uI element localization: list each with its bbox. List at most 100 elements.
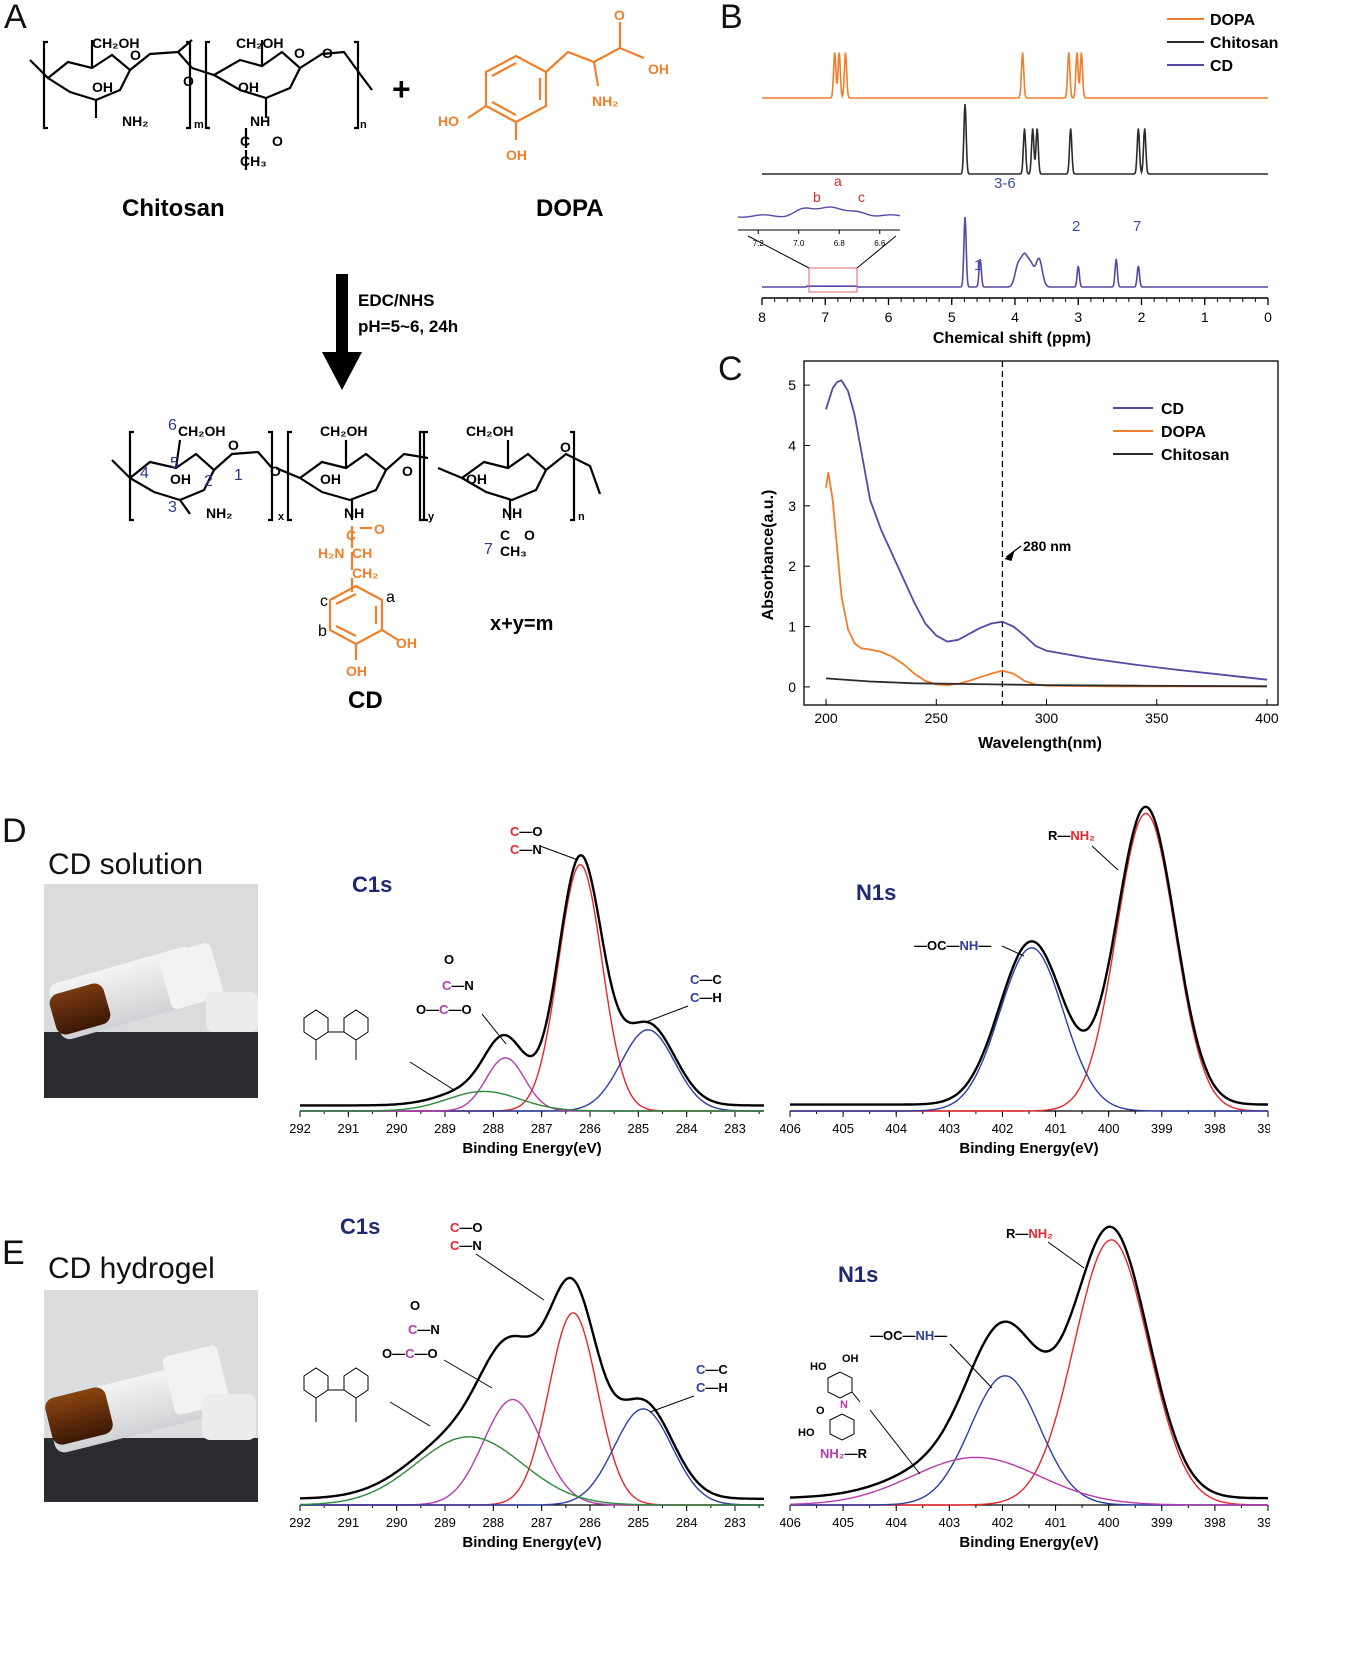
nmr-peak-label: 3-6 xyxy=(994,175,1016,192)
position-2: 2 xyxy=(204,473,213,490)
xps-tick-label: 289 xyxy=(434,1121,456,1136)
xps-tick-label: 400 xyxy=(1098,1121,1120,1136)
uv-annotation-arrow xyxy=(1006,545,1022,558)
condition-1: EDC/NHS xyxy=(358,291,435,310)
xps-tick-label: 400 xyxy=(1098,1515,1120,1530)
nmr-inset-tick-label: 7.2 xyxy=(753,239,765,248)
cd-solution-photo xyxy=(44,884,258,1098)
xps-tick-label: 399 xyxy=(1151,1121,1173,1136)
label-amide-o: O xyxy=(410,1298,420,1313)
cd-co-o-label: O xyxy=(374,521,385,537)
xps-tick-label: 397 xyxy=(1257,1121,1270,1136)
xps-x-axis-label: Binding Energy(eV) xyxy=(959,1140,1098,1157)
position-7: 7 xyxy=(484,541,493,558)
xps-component-0 xyxy=(300,863,764,1112)
nmr-x-axis-label: Chemical shift (ppm) xyxy=(933,330,1091,347)
xps-pointer xyxy=(481,1013,507,1045)
cd-ch2oh-label: CH₂OH xyxy=(178,423,225,439)
xps-component-2 xyxy=(300,1408,764,1506)
xps-e-c1s: 292 291 290 289 288 287 286 285 284 283 Binding En… xyxy=(290,1214,764,1551)
xps-component-2 xyxy=(790,1456,1268,1506)
nmr-tick-label: 5 xyxy=(948,309,956,325)
xps-pointer xyxy=(1091,845,1119,871)
label-n: N xyxy=(840,1399,848,1411)
label-o: O xyxy=(816,1405,825,1417)
xps-pointer xyxy=(539,845,579,861)
xps-envelope xyxy=(299,1276,764,1500)
cd-sub-x: x xyxy=(278,511,285,523)
ring-label-c: c xyxy=(320,593,328,610)
label-oh: OH xyxy=(842,1353,859,1365)
xps-pointer xyxy=(649,1395,695,1413)
position-4: 4 xyxy=(140,465,149,482)
xps-tick-label: 290 xyxy=(386,1121,408,1136)
panel-a-label: A xyxy=(4,0,27,36)
uv-series-cd xyxy=(825,379,1268,681)
uv-frame: 200 250 300 350 400 0 1 2 3 4 5 xyxy=(788,360,1279,726)
o-label: O xyxy=(130,47,141,63)
cd-sub-n: n xyxy=(578,511,585,523)
nmr-peak-label: 1 xyxy=(974,257,982,274)
nmr-inset-tick-label: 7.0 xyxy=(793,239,805,248)
xps-pointer xyxy=(1001,945,1025,957)
xps-pointer xyxy=(443,1359,493,1389)
cd-oh-label: OH xyxy=(170,471,191,487)
cd-o-label-1: O xyxy=(228,437,239,453)
uv-chart: 200 250 300 350 400 0 1 2 3 4 5 CD DOPA Chitosan Wav… xyxy=(760,360,1279,752)
nmr-legend-label: DOPA xyxy=(1210,12,1255,29)
xps-tick-label: 405 xyxy=(832,1515,854,1530)
label-amide: —OC—NH— xyxy=(870,1328,947,1343)
xps-tick-label: 283 xyxy=(724,1515,746,1530)
cd-ch3-label: CH₃ xyxy=(500,543,527,559)
xps-tick-label: 287 xyxy=(531,1515,553,1530)
xps-pointer xyxy=(389,1401,431,1427)
dopa-name: DOPA xyxy=(536,195,604,222)
nmr-inset-connector xyxy=(856,235,897,269)
uv-legend: CD DOPA Chitosan xyxy=(1113,401,1229,464)
nmr-inset-trace xyxy=(737,206,901,218)
cd-hydrogel-photo xyxy=(44,1290,258,1502)
xps-tick-label: 401 xyxy=(1045,1515,1067,1530)
uv-y-tick-label: 5 xyxy=(788,377,796,393)
cd-ch2oh-label-2: CH₂OH xyxy=(320,423,367,439)
o-label-4: O xyxy=(322,45,333,61)
xps-tick-label: 406 xyxy=(780,1121,801,1136)
nmr-tick-label: 6 xyxy=(885,309,893,325)
uv-y-tick-label: 0 xyxy=(788,679,796,695)
o-link-label: O xyxy=(183,73,194,89)
plus-sign: + xyxy=(392,71,411,107)
panel-d-label: D xyxy=(2,812,27,850)
xps-tick-label: 403 xyxy=(938,1515,960,1530)
xps-tick-label: 283 xyxy=(724,1121,746,1136)
xps-tick-label: 284 xyxy=(676,1121,698,1136)
cd-c-label: C xyxy=(346,527,356,543)
label-amine: R—NH₂ xyxy=(1006,1226,1053,1241)
nmr-inset-tick-label: 6.6 xyxy=(874,239,886,248)
nmr-inset-tick-label: 6.8 xyxy=(834,239,846,248)
ring-label-a: a xyxy=(386,589,395,606)
nmr-series-chitosan xyxy=(762,103,1268,176)
dopa-ho-label: HO xyxy=(438,113,459,129)
uv-plot-frame xyxy=(803,360,1279,706)
oh-label: OH xyxy=(92,79,113,95)
nmr-inset: 7.2 7.0 6.8 6.6 bac xyxy=(737,173,901,293)
uv-series-dopa xyxy=(825,471,1267,688)
xps-tick-label: 284 xyxy=(676,1515,698,1530)
nmr-tick-label: 4 xyxy=(1011,309,1019,325)
nmr-zoom-box xyxy=(808,267,858,293)
xps-component-1 xyxy=(790,947,1268,1112)
xps-pointer xyxy=(645,1005,689,1023)
xps-component-1 xyxy=(300,1398,764,1506)
xps-tick-label: 405 xyxy=(832,1121,854,1136)
cd-ch2oh-label-3: CH₂OH xyxy=(466,423,513,439)
xps-tick-label: 398 xyxy=(1204,1121,1226,1136)
uv-x-axis-label: Wavelength(nm) xyxy=(978,735,1102,752)
xps-tick-label: 288 xyxy=(482,1515,504,1530)
xps-pointer xyxy=(1047,1241,1085,1269)
xps-tick-label: 404 xyxy=(885,1121,907,1136)
xps-tick-label: 397 xyxy=(1257,1515,1270,1530)
xps-tick-label: 286 xyxy=(579,1121,601,1136)
xps-x-axis-label: Binding Energy(eV) xyxy=(959,1534,1098,1551)
nmr-tick-label: 0 xyxy=(1264,309,1272,325)
xps-tick-label: 398 xyxy=(1204,1515,1226,1530)
